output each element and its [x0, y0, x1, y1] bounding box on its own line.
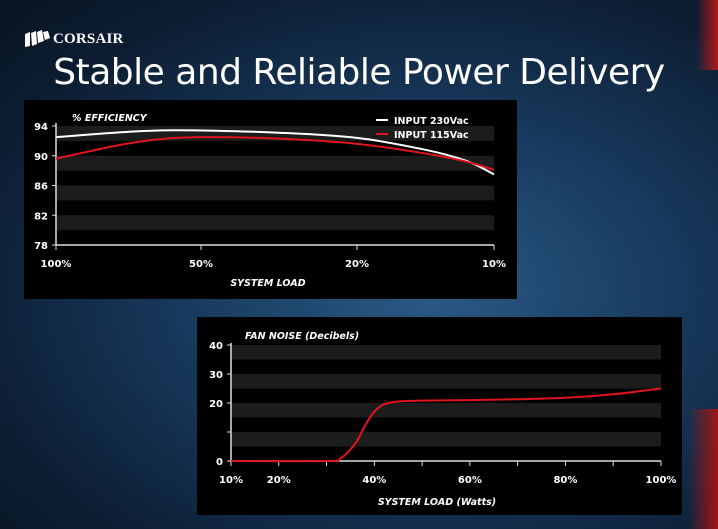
series-line-230vac [55, 129, 495, 176]
legend-label: INPUT 115Vac [394, 130, 469, 141]
grid-band [231, 432, 661, 447]
grid-band [56, 185, 494, 201]
x-tick-label: 10% [219, 475, 243, 486]
chart-title: % EFFICIENCY [72, 113, 148, 124]
x-tick-label: 60% [458, 475, 482, 486]
fan-noise-chart-panel: 40 30 20 0 10% 20% 40% 60% 80% 100% FAN NOISE (Dec… [197, 317, 682, 515]
y-tick-label: 20 [209, 399, 223, 410]
x-tick-label: 100% [646, 475, 677, 486]
grid-band [56, 215, 494, 231]
red-accent-top [696, 0, 718, 70]
grid-band [56, 155, 494, 171]
x-tick-label: 40% [362, 475, 386, 486]
legend-label: INPUT 230Vac [394, 116, 469, 127]
x-tick-label: 20% [267, 475, 291, 486]
series-line-fan-noise [230, 387, 662, 463]
x-tick-label: 20% [345, 259, 369, 270]
y-tick-label: 86 [34, 182, 48, 193]
grid-band [231, 374, 661, 389]
y-tick-label: 94 [34, 122, 48, 133]
y-tick-label: 78 [34, 241, 48, 252]
red-accent-bottom [688, 409, 718, 529]
x-tick-label: 100% [41, 259, 72, 270]
y-tick-label: 82 [34, 211, 48, 222]
sails-icon [25, 30, 50, 47]
x-tick-label: 10% [482, 259, 506, 270]
efficiency-chart: 94 90 86 82 78 100% 50% 20% 10% % EFFICIENCY SYSTE… [34, 113, 506, 289]
y-tick-label: 90 [34, 152, 48, 163]
chart-title: FAN NOISE (Decibels) [245, 331, 359, 342]
x-tick-label: 80% [553, 475, 577, 486]
y-tick-label: 0 [216, 457, 223, 468]
x-axis-title: SYSTEM LOAD [230, 278, 305, 289]
y-tick-label: 30 [209, 370, 223, 381]
series-line-115vac [55, 136, 495, 171]
grid-band [231, 345, 661, 360]
fan-noise-chart: 40 30 20 0 10% 20% 40% 60% 80% 100% FAN NOISE (Dec… [209, 331, 677, 508]
corsair-logo: CORSAIR [24, 30, 124, 48]
x-tick-label: 50% [189, 259, 213, 270]
x-axis-title: SYSTEM LOAD (Watts) [378, 497, 496, 508]
y-tick-label: 40 [209, 341, 223, 352]
grid-band [231, 403, 661, 418]
slide-title: Stable and Reliable Power Delivery [53, 52, 665, 93]
efficiency-chart-panel: 94 90 86 82 78 100% 50% 20% 10% % EFFICIENCY SYSTE… [24, 100, 517, 299]
logo-text: CORSAIR [53, 30, 124, 47]
